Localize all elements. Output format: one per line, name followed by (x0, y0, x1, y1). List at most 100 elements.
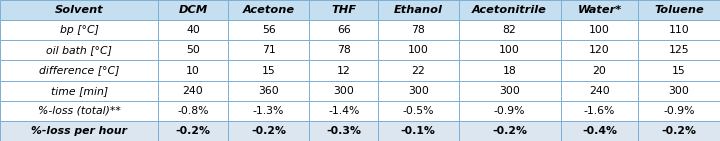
Bar (228, 81, 310, 101)
Bar (561, 101, 639, 121)
Text: -0.4%: -0.4% (582, 126, 617, 136)
Bar (228, 0, 310, 20)
Bar (310, 101, 378, 121)
Text: 125: 125 (669, 45, 690, 55)
Bar (561, 0, 639, 20)
Text: 300: 300 (499, 86, 520, 96)
Text: -0.9%: -0.9% (494, 106, 526, 116)
Bar (639, 121, 720, 141)
Bar (228, 60, 310, 81)
Bar (378, 40, 459, 60)
Bar (158, 81, 228, 101)
Bar (561, 40, 639, 60)
Text: 100: 100 (408, 45, 428, 55)
Text: 300: 300 (333, 86, 354, 96)
Bar (310, 40, 378, 60)
Text: 56: 56 (262, 25, 276, 35)
Text: 12: 12 (337, 66, 351, 75)
Bar (639, 40, 720, 60)
Bar (228, 101, 310, 121)
Bar (0, 101, 158, 121)
Bar (378, 0, 459, 20)
Bar (158, 0, 228, 20)
Text: Acetone: Acetone (243, 5, 294, 15)
Text: 82: 82 (503, 25, 516, 35)
Bar (639, 81, 720, 101)
Bar (228, 121, 310, 141)
Bar (0, 40, 158, 60)
Text: bp [°C]: bp [°C] (60, 25, 99, 35)
Text: -0.2%: -0.2% (662, 126, 697, 136)
Text: -0.9%: -0.9% (663, 106, 695, 116)
Text: Ethanol: Ethanol (394, 5, 443, 15)
Text: Water*: Water* (577, 5, 621, 15)
Text: 66: 66 (337, 25, 351, 35)
Bar (158, 121, 228, 141)
Text: 50: 50 (186, 45, 200, 55)
Text: -0.1%: -0.1% (401, 126, 436, 136)
Bar (0, 60, 158, 81)
Bar (459, 101, 561, 121)
Text: 78: 78 (337, 45, 351, 55)
Bar (158, 20, 228, 40)
Text: 22: 22 (411, 66, 425, 75)
Text: 300: 300 (669, 86, 690, 96)
Bar (310, 81, 378, 101)
Text: Solvent: Solvent (55, 5, 104, 15)
Text: difference [°C]: difference [°C] (39, 66, 120, 75)
Bar (561, 81, 639, 101)
Bar (459, 60, 561, 81)
Text: 40: 40 (186, 25, 200, 35)
Bar (0, 0, 158, 20)
Bar (459, 0, 561, 20)
Text: oil bath [°C]: oil bath [°C] (46, 45, 112, 55)
Text: 15: 15 (262, 66, 276, 75)
Text: -1.3%: -1.3% (253, 106, 284, 116)
Text: 71: 71 (262, 45, 276, 55)
Text: Toluene: Toluene (654, 5, 704, 15)
Bar (378, 81, 459, 101)
Text: THF: THF (331, 5, 356, 15)
Bar (639, 20, 720, 40)
Bar (310, 20, 378, 40)
Bar (0, 20, 158, 40)
Bar (378, 20, 459, 40)
Text: -1.4%: -1.4% (328, 106, 359, 116)
Text: 300: 300 (408, 86, 428, 96)
Bar (310, 60, 378, 81)
Bar (459, 20, 561, 40)
Text: -0.5%: -0.5% (402, 106, 434, 116)
Bar (459, 40, 561, 60)
Bar (561, 60, 639, 81)
Text: 100: 100 (589, 25, 610, 35)
Text: -0.8%: -0.8% (177, 106, 209, 116)
Bar (158, 60, 228, 81)
Bar (0, 121, 158, 141)
Text: %-loss (total)**: %-loss (total)** (37, 106, 120, 116)
Text: 20: 20 (593, 66, 606, 75)
Text: -0.3%: -0.3% (326, 126, 361, 136)
Bar (561, 20, 639, 40)
Bar (158, 40, 228, 60)
Bar (158, 101, 228, 121)
Bar (459, 81, 561, 101)
Text: %-loss per hour: %-loss per hour (31, 126, 127, 136)
Bar (310, 121, 378, 141)
Text: Acetonitrile: Acetonitrile (472, 5, 547, 15)
Text: 360: 360 (258, 86, 279, 96)
Text: 240: 240 (589, 86, 610, 96)
Text: 100: 100 (499, 45, 520, 55)
Text: 120: 120 (589, 45, 610, 55)
Text: 15: 15 (672, 66, 686, 75)
Bar (378, 60, 459, 81)
Text: -0.2%: -0.2% (492, 126, 527, 136)
Text: 18: 18 (503, 66, 516, 75)
Text: 78: 78 (411, 25, 425, 35)
Bar (561, 121, 639, 141)
Text: 110: 110 (669, 25, 690, 35)
Text: -1.6%: -1.6% (584, 106, 615, 116)
Bar (639, 0, 720, 20)
Bar (378, 101, 459, 121)
Text: -0.2%: -0.2% (176, 126, 210, 136)
Text: 240: 240 (183, 86, 203, 96)
